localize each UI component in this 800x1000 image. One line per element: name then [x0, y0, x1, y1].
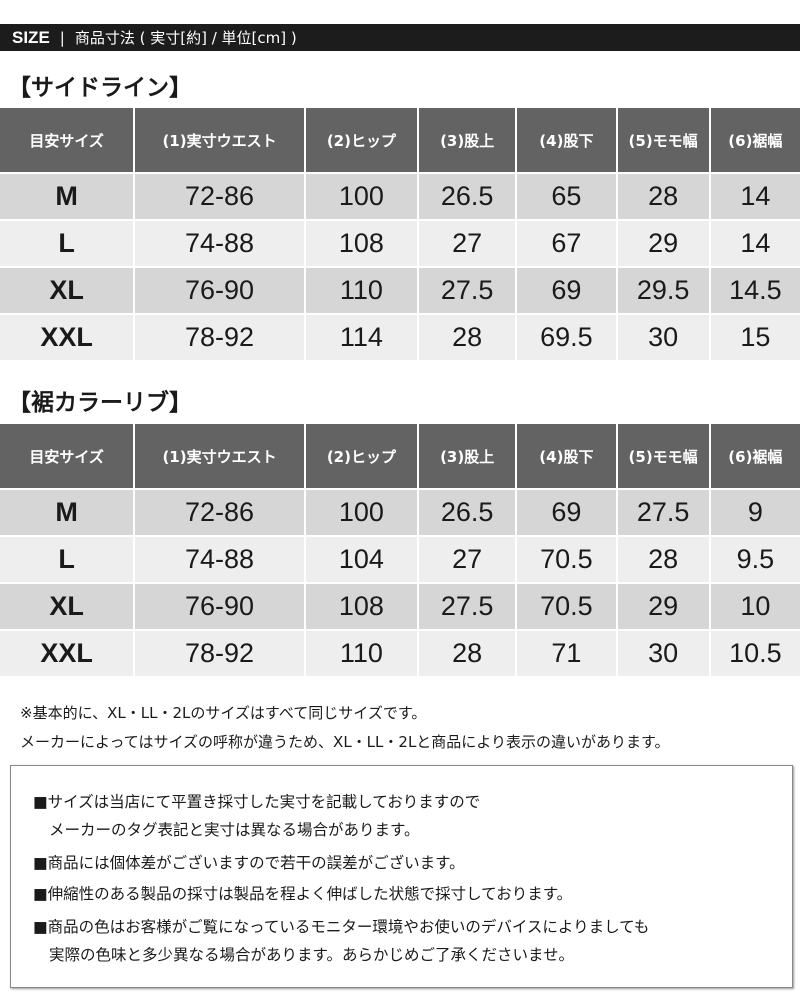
value-cell: 14: [710, 174, 800, 219]
value-cell: 10: [710, 584, 800, 629]
column-header: (3)股上: [419, 424, 516, 488]
disclaimer-line: ■伸縮性のある製品の採寸は製品を程よく伸ばした状態で採寸しております。: [33, 885, 573, 903]
header-subtitle: 商品寸法 ( 実寸[約] / 単位[cm] ): [74, 29, 297, 47]
column-header: (6)裾幅: [710, 108, 800, 172]
size-cell: M: [0, 174, 134, 219]
disclaimer-line: ■商品には個体差がございますので若干の誤差がございます。: [33, 854, 465, 872]
value-cell: 104: [305, 537, 418, 582]
table-row: M 72-86 100 26.5 69 27.5 9: [0, 490, 800, 535]
table-header-row: 目安サイズ (1)実寸ウエスト (2)ヒップ (3)股上 (4)股下 (5)モモ幅 (6)裾…: [0, 108, 800, 172]
value-cell: 14: [710, 221, 800, 266]
value-cell: 100: [305, 174, 418, 219]
separator: |: [59, 28, 65, 47]
value-cell: 69: [517, 268, 616, 313]
value-cell: 71: [517, 631, 616, 676]
value-cell: 69.5: [517, 315, 616, 360]
header-bar: SIZE | 商品寸法 ( 実寸[約] / 単位[cm] ): [0, 24, 800, 51]
column-header: (5)モモ幅: [617, 108, 709, 172]
value-cell: 69: [517, 490, 616, 535]
value-cell: 14.5: [710, 268, 800, 313]
value-cell: 72-86: [135, 174, 304, 219]
value-cell: 110: [305, 268, 418, 313]
value-cell: 28: [617, 174, 709, 219]
column-header: (4)股下: [517, 424, 616, 488]
value-cell: 78-92: [135, 315, 304, 360]
table-row: XXL 78-92 110 28 71 30 10.5: [0, 631, 800, 676]
value-cell: 72-86: [135, 490, 304, 535]
value-cell: 74-88: [135, 221, 304, 266]
value-cell: 27.5: [419, 584, 516, 629]
table-row: M 72-86 100 26.5 65 28 14: [0, 174, 800, 219]
column-header: (4)股下: [517, 108, 616, 172]
column-header: (2)ヒップ: [305, 424, 418, 488]
value-cell: 29.5: [617, 268, 709, 313]
size-cell: XXL: [0, 631, 134, 676]
column-header: (1)実寸ウエスト: [135, 424, 304, 488]
value-cell: 30: [617, 631, 709, 676]
value-cell: 29: [617, 221, 709, 266]
value-cell: 27.5: [617, 490, 709, 535]
value-cell: 29: [617, 584, 709, 629]
size-cell: L: [0, 221, 134, 266]
disclaimer-line: メーカーのタグ表記と実寸は異なる場合があります。: [49, 821, 420, 839]
table-row: XL 76-90 108 27.5 70.5 29 10: [0, 584, 800, 629]
note-2: メーカーによってはサイズの呼称が違うため、XL・LL・2Lと商品により表示の違い…: [20, 733, 670, 751]
table-row: L 74-88 104 27 70.5 28 9.5: [0, 537, 800, 582]
value-cell: 108: [305, 584, 418, 629]
table-header-row: 目安サイズ (1)実寸ウエスト (2)ヒップ (3)股上 (4)股下 (5)モモ幅 (6)裾…: [0, 424, 800, 488]
value-cell: 114: [305, 315, 418, 360]
value-cell: 110: [305, 631, 418, 676]
value-cell: 15: [710, 315, 800, 360]
table-row: XL 76-90 110 27.5 69 29.5 14.5: [0, 268, 800, 313]
value-cell: 70.5: [517, 584, 616, 629]
size-cell: L: [0, 537, 134, 582]
table-row: L 74-88 108 27 67 29 14: [0, 221, 800, 266]
size-table: 目安サイズ (1)実寸ウエスト (2)ヒップ (3)股上 (4)股下 (5)モモ幅 (6)裾…: [0, 106, 800, 362]
value-cell: 27.5: [419, 268, 516, 313]
value-cell: 9.5: [710, 537, 800, 582]
value-cell: 70.5: [517, 537, 616, 582]
column-header: (5)モモ幅: [617, 424, 709, 488]
column-header: (2)ヒップ: [305, 108, 418, 172]
size-label: SIZE: [12, 27, 50, 47]
value-cell: 9: [710, 490, 800, 535]
value-cell: 78-92: [135, 631, 304, 676]
value-cell: 108: [305, 221, 418, 266]
value-cell: 27: [419, 537, 516, 582]
column-header: (3)股上: [419, 108, 516, 172]
value-cell: 74-88: [135, 537, 304, 582]
value-cell: 67: [517, 221, 616, 266]
size-cell: M: [0, 490, 134, 535]
size-cell: XL: [0, 584, 134, 629]
value-cell: 10.5: [710, 631, 800, 676]
value-cell: 65: [517, 174, 616, 219]
disclaimer-box: ■サイズは当店にて平置き採寸した実寸を記載しておりますので メーカーのタグ表記と…: [10, 765, 793, 988]
section-title: 【サイドライン】: [8, 75, 192, 101]
value-cell: 30: [617, 315, 709, 360]
value-cell: 100: [305, 490, 418, 535]
value-cell: 27: [419, 221, 516, 266]
size-cell: XXL: [0, 315, 134, 360]
size-table: 目安サイズ (1)実寸ウエスト (2)ヒップ (3)股上 (4)股下 (5)モモ幅 (6)裾…: [0, 422, 800, 678]
value-cell: 28: [419, 315, 516, 360]
disclaimer-line: 実際の色味と多少異なる場合があります。あらかじめご了承くださいませ。: [49, 946, 574, 964]
value-cell: 76-90: [135, 584, 304, 629]
disclaimer-line: ■商品の色はお客様がご覧になっているモニター環境やお使いのデバイスによりましても: [33, 918, 650, 936]
disclaimer-line: ■サイズは当店にて平置き採寸した実寸を記載しておりますので: [33, 793, 481, 811]
section-title: 【裾カラーリブ】: [8, 390, 192, 416]
column-header: 目安サイズ: [0, 108, 134, 172]
value-cell: 26.5: [419, 490, 516, 535]
value-cell: 28: [419, 631, 516, 676]
column-header: (1)実寸ウエスト: [135, 108, 304, 172]
value-cell: 28: [617, 537, 709, 582]
value-cell: 26.5: [419, 174, 516, 219]
value-cell: 76-90: [135, 268, 304, 313]
note-1: ※基本的に、XL・LL・2Lのサイズはすべて同じサイズです。: [20, 704, 427, 722]
column-header: 目安サイズ: [0, 424, 134, 488]
table-row: XXL 78-92 114 28 69.5 30 15: [0, 315, 800, 360]
column-header: (6)裾幅: [710, 424, 800, 488]
size-cell: XL: [0, 268, 134, 313]
